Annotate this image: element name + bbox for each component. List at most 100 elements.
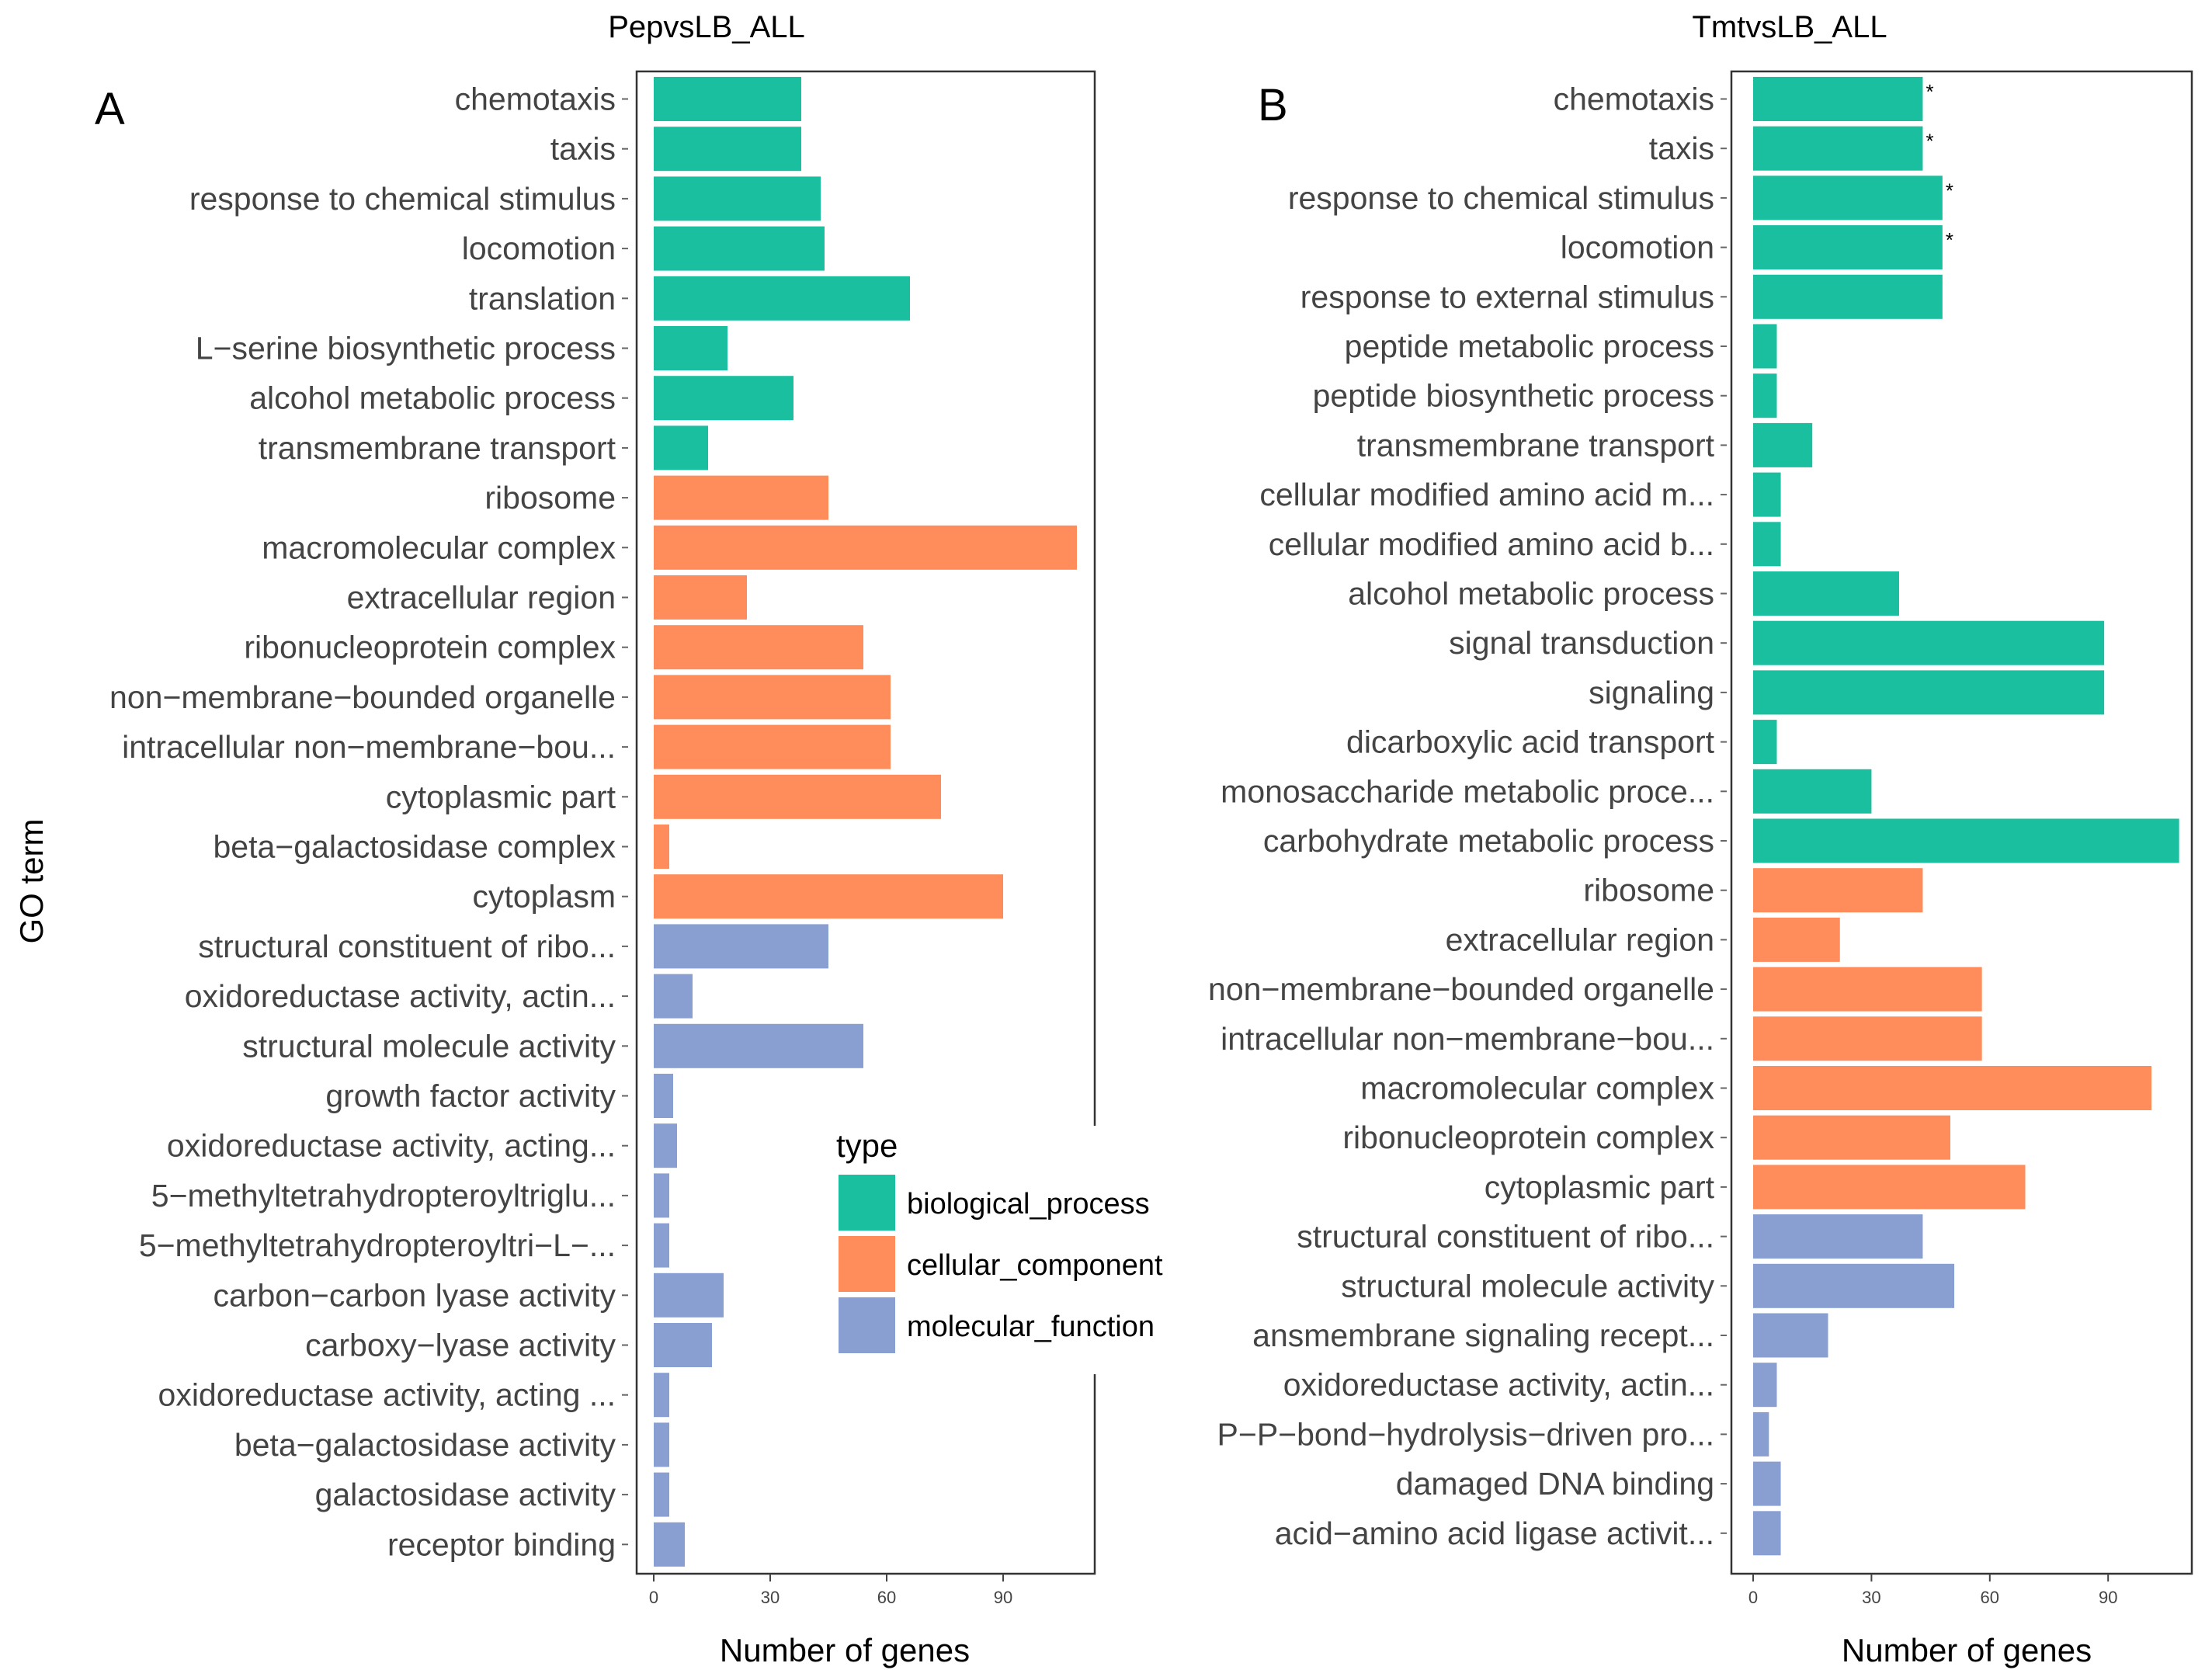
panel-a-y-tick-labels: chemotaxis taxis response to chemical stim…	[109, 82, 628, 1562]
y-tick-label-a-13: intracellular non−membrane−bou...	[122, 729, 616, 765]
legend-swatch-molecular-function	[839, 1297, 895, 1353]
y-tick-label-a-5: L−serine biosynthetic process	[196, 331, 616, 366]
bar-b-29	[1753, 1511, 1781, 1556]
x-tick-label-a-3: 90	[994, 1588, 1012, 1607]
x-tick-label-b-3: 90	[2099, 1588, 2117, 1607]
bar-b-20	[1753, 1066, 2152, 1110]
bar-b-12	[1753, 670, 2105, 715]
bar-a-27	[654, 1422, 669, 1467]
y-tick-label-b-11: signal transduction	[1449, 625, 1714, 661]
bar-a-26	[654, 1373, 669, 1418]
bar-b-5	[1753, 324, 1777, 369]
bar-a-8	[654, 475, 828, 520]
bar-a-5	[654, 326, 727, 370]
panel-a-chart: PepvsLB_ALL A GO term Number of genes ch…	[13, 10, 1096, 1668]
y-tick-label-b-24: structural molecule activity	[1341, 1268, 1714, 1304]
bar-b-24	[1753, 1263, 1955, 1308]
panel-a-x-ticks: 0 30 60 90	[649, 1574, 1012, 1607]
y-tick-label-b-26: oxidoreductase activity, actin...	[1283, 1367, 1714, 1403]
y-tick-label-b-14: monosaccharide metabolic proce...	[1221, 773, 1714, 809]
bar-a-18	[654, 974, 693, 1019]
panel-b-x-axis-title: Number of genes	[1842, 1632, 2092, 1668]
x-tick-label-a-0: 0	[649, 1588, 658, 1607]
y-tick-label-b-1: taxis	[1649, 130, 1714, 166]
bar-b-22	[1753, 1165, 2026, 1210]
bar-a-7	[654, 425, 708, 470]
y-tick-label-a-27: beta−galactosidase activity	[234, 1427, 616, 1463]
panel-b-bars	[1753, 77, 2179, 1556]
bar-b-23	[1753, 1214, 1923, 1259]
y-tick-label-a-7: transmembrane transport	[259, 430, 616, 466]
y-tick-label-a-23: 5−methyltetrahydropteroyltri−L−...	[139, 1227, 616, 1263]
bar-a-0	[654, 77, 801, 121]
y-tick-label-a-0: chemotaxis	[455, 82, 616, 117]
panel-a-bars	[654, 77, 1077, 1567]
y-tick-label-b-12: signaling	[1589, 675, 1714, 710]
y-tick-label-a-22: 5−methyltetrahydropteroyltriglu...	[151, 1178, 616, 1213]
y-tick-label-a-21: oxidoreductase activity, acting...	[167, 1128, 616, 1164]
y-tick-label-b-18: non−membrane−bounded organelle	[1208, 971, 1714, 1007]
bar-b-4	[1753, 274, 1943, 319]
y-tick-label-b-4: response to external stimulus	[1300, 279, 1714, 314]
bar-a-13	[654, 724, 891, 769]
panel-a-letter: A	[95, 84, 125, 134]
legend: type biological_process cellular_compone…	[829, 1126, 1193, 1374]
bar-a-29	[654, 1522, 685, 1567]
bar-b-27	[1753, 1411, 1769, 1456]
bar-b-19	[1753, 1016, 1982, 1061]
bar-a-2	[654, 176, 821, 221]
y-tick-label-b-13: dicarboxylic acid transport	[1346, 724, 1715, 760]
y-tick-label-b-2: response to chemical stimulus	[1288, 180, 1714, 216]
bar-b-0	[1753, 77, 1923, 121]
y-tick-label-b-27: P−P−bond−hydrolysis−driven pro...	[1217, 1416, 1714, 1452]
legend-label-cellular-component: cellular_component	[907, 1249, 1163, 1282]
bar-a-22	[654, 1173, 669, 1218]
panel-a-plot-frame	[635, 70, 1096, 1575]
panel-a-y-axis-title: GO term	[13, 818, 50, 943]
bar-b-3	[1753, 225, 1943, 270]
y-tick-label-b-29: acid−amino acid ligase activit...	[1275, 1515, 1714, 1551]
y-tick-label-b-5: peptide metabolic process	[1345, 328, 1714, 364]
bar-a-23	[654, 1223, 669, 1268]
y-tick-label-b-19: intracellular non−membrane−bou...	[1221, 1021, 1714, 1057]
legend-title: type	[836, 1127, 898, 1164]
x-tick-label-a-1: 30	[761, 1588, 780, 1607]
panel-b-y-tick-labels: chemotaxis taxis response to chemical stim…	[1208, 82, 1727, 1551]
bar-b-10	[1753, 571, 1899, 616]
y-tick-label-b-0: chemotaxis	[1554, 82, 1714, 117]
panel-a-x-axis-title: Number of genes	[720, 1632, 970, 1668]
y-tick-label-b-28: damaged DNA binding	[1396, 1466, 1714, 1502]
panel-a-title: PepvsLB_ALL	[608, 10, 805, 44]
bar-a-11	[654, 625, 863, 670]
bar-a-25	[654, 1323, 712, 1367]
panel-b-chart: TmtvsLB_ALL B Number of genes chemotaxis…	[1208, 10, 2193, 1668]
bar-b-8	[1753, 472, 1781, 517]
legend-swatch-cellular-component	[839, 1236, 895, 1292]
bar-a-15	[654, 825, 669, 869]
bar-b-13	[1753, 720, 1777, 765]
panel-b-letter: B	[1258, 80, 1288, 130]
bar-b-9	[1753, 522, 1781, 567]
y-tick-label-a-3: locomotion	[462, 231, 616, 266]
x-tick-label-b-1: 30	[1862, 1588, 1880, 1607]
y-tick-label-b-23: structural constituent of ribo...	[1297, 1219, 1714, 1255]
significance-mark-3: *	[1946, 228, 1953, 252]
bar-a-20	[654, 1074, 673, 1118]
bar-b-21	[1753, 1115, 1950, 1160]
legend-label-molecular-function: molecular_function	[907, 1311, 1155, 1343]
bar-b-14	[1753, 769, 1872, 814]
y-tick-label-b-7: transmembrane transport	[1357, 427, 1715, 463]
bar-b-18	[1753, 967, 1982, 1012]
y-tick-label-a-9: macromolecular complex	[262, 529, 616, 565]
bar-b-15	[1753, 818, 2179, 863]
y-tick-label-a-11: ribonucleoprotein complex	[244, 630, 616, 665]
significance-mark-1: *	[1926, 130, 1933, 153]
y-tick-label-a-18: oxidoreductase activity, actin...	[185, 978, 616, 1014]
bar-a-28	[654, 1472, 669, 1517]
y-tick-label-b-21: ribonucleoprotein complex	[1342, 1120, 1714, 1155]
y-tick-label-b-25: ansmembrane signaling recept...	[1252, 1318, 1714, 1353]
bar-b-25	[1753, 1313, 1828, 1358]
bar-b-26	[1753, 1363, 1777, 1408]
y-tick-label-a-20: growth factor activity	[325, 1078, 616, 1114]
